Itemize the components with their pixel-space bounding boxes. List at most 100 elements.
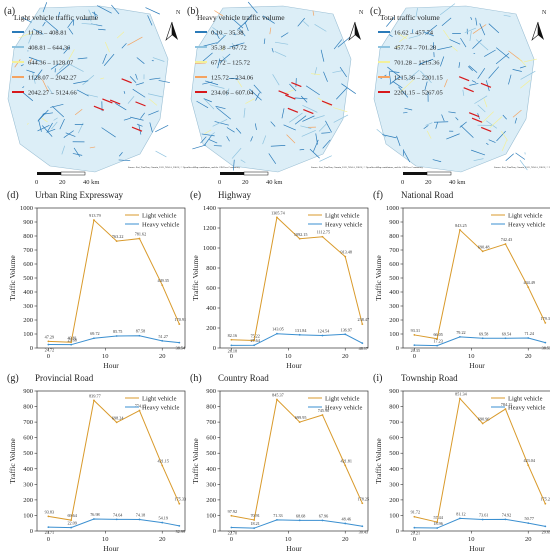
road-segment — [406, 69, 420, 82]
road-segment — [249, 88, 262, 101]
data-point — [544, 341, 547, 344]
road-segment — [62, 48, 65, 51]
data-point — [230, 344, 233, 347]
map-source-text: Source: Esri, TomTom, Garmin, FAO, NOAA,… — [494, 166, 550, 169]
data-point — [413, 526, 416, 529]
north-arrow-half-dark — [355, 22, 361, 40]
road-segment — [82, 74, 95, 86]
road-segment — [34, 69, 43, 81]
road-segment — [446, 133, 460, 140]
road-segment-peak — [285, 94, 296, 100]
data-point — [161, 521, 164, 524]
road-segment-peak — [480, 82, 492, 88]
legend-label: 125.72 – 234.06 — [211, 75, 254, 82]
data-point — [504, 243, 507, 245]
road-segment — [467, 66, 473, 71]
data-point — [298, 237, 301, 240]
legend-label: 67.72 – 125.72 — [211, 60, 250, 67]
data-label: 38.54 — [176, 346, 186, 351]
road-segment — [135, 73, 138, 80]
data-label: 20.35 — [411, 348, 420, 353]
plot-frame — [219, 390, 369, 532]
road-segment — [226, 127, 235, 133]
road-segment — [115, 102, 127, 111]
road-segment — [439, 3, 456, 16]
y-tick-label: 300 — [389, 303, 399, 310]
road-segment — [386, 16, 395, 27]
road-segment — [14, 59, 21, 68]
y-tick-label: 900 — [389, 388, 399, 395]
road-segment — [425, 122, 433, 126]
chart-panel-d: (d) Urban Ring Expressway0100200300400500… — [7, 190, 186, 370]
road-segment — [481, 111, 494, 124]
y-tick-label: 700 — [206, 419, 216, 426]
road-segment — [158, 80, 170, 83]
data-label: 1112.75 — [317, 230, 330, 235]
data-point — [138, 409, 141, 412]
legend-label: 408.81 – 644.36 — [28, 45, 71, 52]
chart-panel-letter: (f) — [373, 190, 383, 201]
road-segment — [423, 31, 435, 37]
road-segment — [475, 39, 489, 51]
road-segment — [425, 24, 438, 35]
road-segment — [392, 80, 403, 89]
road-segment — [121, 43, 127, 49]
data-label: 1305.74 — [271, 210, 286, 215]
road-segment — [26, 69, 35, 74]
road-segment — [395, 45, 401, 49]
road-segment — [464, 27, 476, 34]
road-segment — [459, 121, 467, 128]
road-segment — [41, 117, 48, 123]
road-segment — [44, 19, 59, 32]
road-segment — [300, 125, 312, 129]
road-segment — [486, 142, 489, 146]
data-label: 421.81 — [340, 458, 352, 463]
data-point — [436, 337, 439, 340]
road-segment — [448, 111, 456, 114]
road-segment — [285, 89, 295, 94]
legend-entry: Heavy vehicle — [508, 222, 545, 229]
north-arrow-half-dark — [172, 22, 178, 40]
road-segment — [205, 80, 219, 86]
road-segment — [502, 114, 507, 120]
road-segment — [201, 133, 215, 137]
data-point — [361, 342, 364, 345]
road-segment — [508, 74, 512, 85]
road-segment — [212, 27, 226, 37]
data-point — [138, 237, 141, 240]
road-segment — [100, 77, 105, 80]
data-point — [481, 422, 484, 425]
road-segment — [127, 95, 135, 104]
y-axis-label: Traffic Volume — [191, 438, 200, 484]
road-segment — [484, 49, 496, 57]
y-tick-label: 0 — [396, 528, 399, 535]
road-segment — [57, 11, 61, 18]
y-tick-label: 400 — [206, 466, 216, 473]
road-segment — [155, 124, 169, 133]
x-tick-label: 0 — [230, 353, 233, 360]
road-segment — [233, 33, 237, 36]
road-segment — [299, 149, 305, 151]
road-segment — [221, 46, 225, 52]
y-tick-label: 1400 — [203, 205, 216, 212]
road-segment — [320, 49, 325, 62]
road-segment — [337, 36, 351, 48]
data-label: 48.17 — [359, 346, 368, 351]
road-segment — [294, 115, 307, 125]
x-axis-label: Hour — [286, 361, 302, 370]
data-label: 170.91 — [175, 317, 187, 322]
road-segment — [68, 49, 75, 60]
data-label: 18.96 — [433, 521, 442, 526]
road-segment-peak — [458, 76, 470, 82]
chart-panel-i: (i) Township Road010020030040050060070080… — [373, 373, 550, 553]
data-point — [527, 337, 530, 339]
road-segment — [42, 2, 48, 13]
road-segment — [415, 7, 418, 18]
data-label: 26.18 — [228, 348, 237, 353]
road-segment — [240, 159, 246, 163]
road-segment — [26, 122, 29, 125]
map-panel-letter: (a) — [4, 6, 15, 17]
road-segment — [382, 134, 397, 139]
road-segment — [432, 159, 442, 163]
x-axis-label: Hour — [469, 544, 485, 553]
